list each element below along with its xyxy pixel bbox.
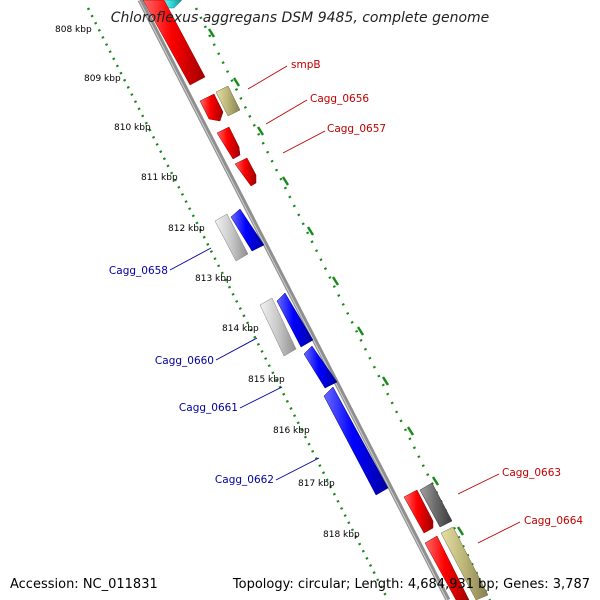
tick-label: 815 kbp — [248, 375, 285, 385]
gene-arrow-cagg-0664 — [424, 535, 470, 600]
gene-arrow-cagg-0660 — [276, 292, 314, 348]
gene-arrow-smpB-region — [142, 0, 206, 86]
gene-label-cagg-0663[interactable]: Cagg_0663 — [502, 467, 561, 479]
inner-ruler — [86, 7, 390, 600]
tick-label: 813 kbp — [195, 274, 232, 284]
gene-label-cagg-0657[interactable]: Cagg_0657 — [327, 123, 386, 135]
gene-arrow-cagg-0661 — [303, 345, 338, 389]
gene-arrow-cagg-0662 — [323, 386, 389, 496]
genome-title: Chloroflexus aggregans DSM 9485, complet… — [111, 10, 490, 26]
gene-arrow-trna — [215, 85, 241, 117]
tick-label: 818 kbp — [323, 530, 360, 540]
tick-label: 816 kbp — [273, 426, 310, 436]
accession-text: Accession: NC_011831 — [10, 577, 158, 592]
tick-label: 808 kbp — [55, 25, 92, 35]
gene-arrow-cagg-0658 — [230, 208, 265, 252]
gene-label-cagg-0661[interactable]: Cagg_0661 — [179, 402, 238, 414]
gene-label-smpb[interactable]: smpB — [291, 59, 321, 71]
outer-ruler-ticks — [207, 28, 465, 536]
gene-label-cagg-0664[interactable]: Cagg_0664 — [524, 515, 583, 527]
genome-backbone — [137, 0, 451, 600]
gene-arrow-cagg-0664-khaki — [440, 526, 489, 600]
tick-label: 812 kbp — [168, 224, 205, 234]
tick-label: 810 kbp — [114, 123, 151, 133]
tick-labels: 808 kbp 809 kbp 810 kbp 811 kbp 812 kbp … — [55, 25, 360, 540]
gene-label-cagg-0662[interactable]: Cagg_0662 — [215, 474, 274, 486]
gene-arrow-cagg-0657-a — [216, 126, 241, 160]
gene-label-cagg-0658[interactable]: Cagg_0658 — [109, 265, 168, 277]
leader-lines — [169, 65, 521, 544]
genome-summary-text: Topology: circular; Length: 4,684,931 bp… — [232, 577, 590, 592]
genome-backbone-highlight — [138, 0, 448, 600]
gene-labels: smpB Cagg_0656 Cagg_0657 Cagg_0658 Cagg_… — [109, 59, 583, 527]
gene-label-cagg-0656[interactable]: Cagg_0656 — [310, 93, 369, 105]
tick-label: 811 kbp — [141, 173, 178, 183]
gene-arrow-cagg-0658-pseudo — [214, 213, 249, 262]
tick-label: 814 kbp — [222, 324, 259, 334]
gene-arrow-cagg-0663 — [403, 489, 434, 534]
tick-label: 817 kbp — [298, 479, 335, 489]
gene-arrow-cagg-0657-b — [234, 157, 257, 187]
gene-arrow-cagg-0663-dark — [419, 482, 453, 528]
gene-arrow-cagg-0660-pseudo — [259, 297, 297, 357]
tick-label: 809 kbp — [84, 74, 121, 84]
gene-arrow-cagg-0656 — [199, 93, 224, 122]
gene-label-cagg-0660[interactable]: Cagg_0660 — [155, 355, 214, 367]
